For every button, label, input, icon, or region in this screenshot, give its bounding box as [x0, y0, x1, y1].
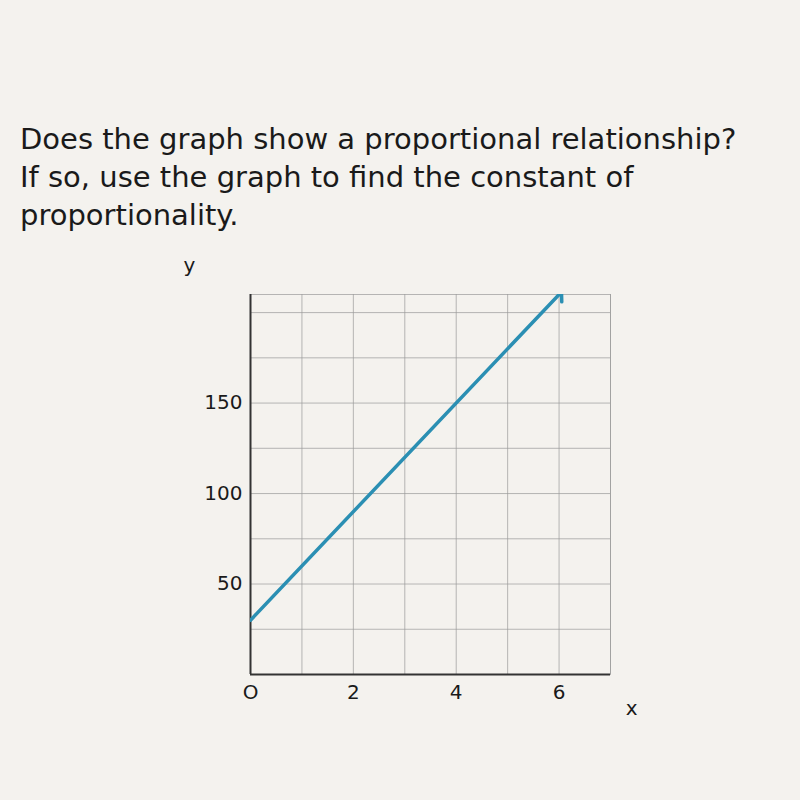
svg-text:x: x — [626, 696, 638, 720]
svg-text:O: O — [243, 680, 259, 704]
svg-text:100: 100 — [204, 481, 242, 505]
svg-text:y: y — [184, 254, 196, 277]
svg-text:2: 2 — [347, 680, 360, 704]
svg-text:6: 6 — [553, 680, 566, 704]
svg-text:50: 50 — [217, 571, 242, 595]
html-text:Does the graph show a proporti: Does the graph show a proportional relat… — [20, 122, 737, 232]
svg-text:150: 150 — [204, 390, 242, 414]
svg-text:4: 4 — [450, 680, 463, 704]
